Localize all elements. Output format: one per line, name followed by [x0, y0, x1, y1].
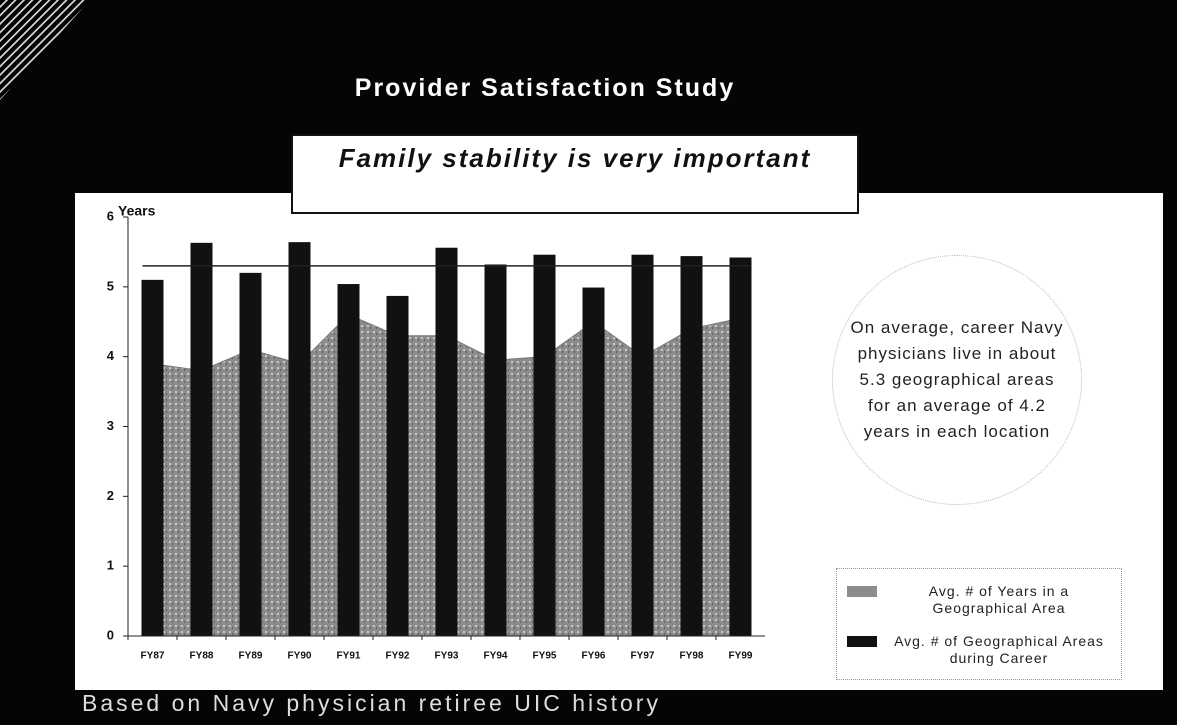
bar	[190, 242, 213, 637]
bar	[239, 272, 262, 636]
bar	[582, 287, 605, 636]
bar	[288, 242, 311, 636]
y-tick-label: 5	[107, 278, 114, 293]
x-tick-label: FY95	[533, 651, 557, 662]
y-tick-label: 4	[107, 348, 115, 363]
x-tick-label: FY97	[631, 651, 655, 662]
bar	[141, 279, 164, 636]
x-tick-label: FY98	[680, 651, 704, 662]
bar	[533, 254, 556, 636]
bar	[386, 295, 409, 636]
bar	[435, 247, 458, 636]
x-tick-label: FY99	[729, 651, 753, 662]
bar	[631, 254, 654, 636]
bar	[729, 257, 752, 636]
legend-swatch	[847, 586, 877, 597]
legend: Avg. # of Years in a Geographical Area Av…	[836, 568, 1122, 680]
x-tick-label: FY90	[288, 651, 312, 662]
annotation: On average, career Navy physicians live …	[832, 255, 1082, 505]
legend-entry: Avg. # of Geographical Areas during Care…	[847, 633, 1117, 667]
legend-label: Avg. # of Geographical Areas during Care…	[894, 633, 1104, 666]
x-tick-label: FY87	[141, 651, 165, 662]
x-tick-label: FY88	[190, 651, 214, 662]
x-tick-label: FY94	[484, 651, 508, 662]
x-tick-label: FY89	[239, 651, 263, 662]
x-tick-label: FY91	[337, 651, 361, 662]
footnote: Based on Navy physician retiree UIC hist…	[82, 690, 661, 716]
x-tick-label: FY93	[435, 651, 459, 662]
legend-label: Avg. # of Years in a Geographical Area	[928, 583, 1070, 616]
y-tick-label: 6	[107, 208, 114, 223]
bar	[484, 264, 507, 636]
legend-entry: Avg. # of Years in a Geographical Area	[847, 583, 1117, 617]
y-tick-label: 1	[107, 558, 114, 573]
x-tick-label: FY96	[582, 651, 606, 662]
subtitle-box: Family stability is very important	[291, 134, 859, 214]
x-tick-label: FY92	[386, 651, 410, 662]
bar	[680, 256, 703, 636]
y-tick-label: 0	[107, 627, 114, 642]
y-axis-label: Years	[118, 203, 156, 219]
slide-title: Provider Satisfaction Study	[354, 74, 736, 102]
y-tick-label: 3	[107, 418, 114, 433]
legend-swatch	[847, 636, 877, 647]
bar	[337, 284, 360, 636]
y-tick-label: 2	[107, 488, 114, 503]
